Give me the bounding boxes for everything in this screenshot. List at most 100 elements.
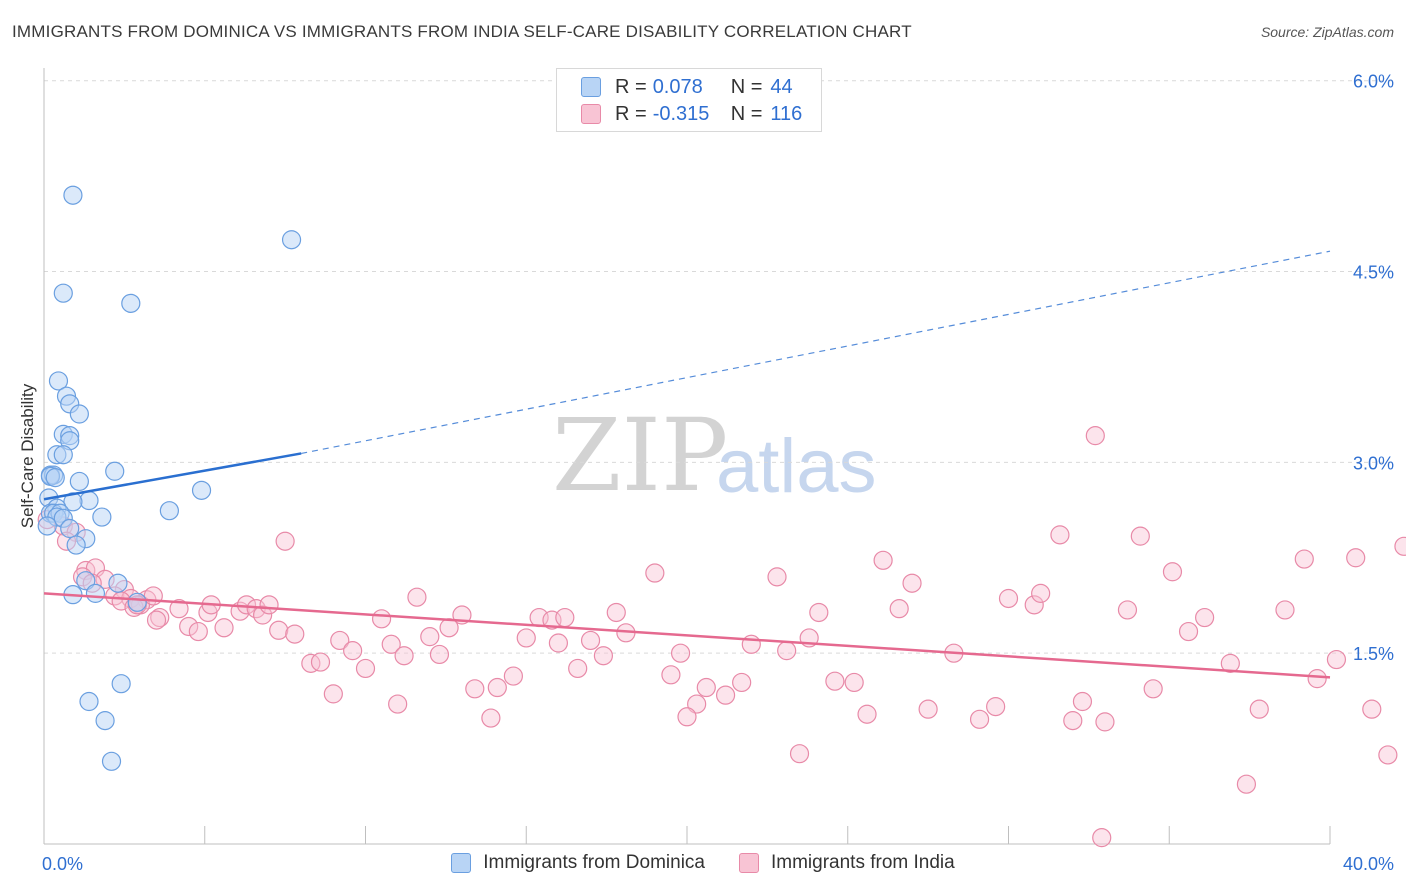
dominica-point (37, 516, 57, 536)
india-point (645, 563, 665, 583)
india-point (481, 708, 501, 728)
india-points (37, 426, 1406, 848)
india-point (568, 658, 588, 679)
india-point (394, 646, 414, 666)
india-point (169, 599, 189, 619)
watermark-atlas: atlas (716, 424, 877, 509)
india-point (330, 630, 350, 651)
dominica-point (92, 507, 112, 527)
dominica-point (101, 751, 122, 771)
tick-labels: 1.5% 3.0% 4.5% 6.0% 0.0% 40.0% (42, 72, 1394, 874)
india-point (465, 679, 485, 699)
india-point (969, 709, 990, 729)
legend-label-dominica: Immigrants from Dominica (483, 852, 705, 873)
india-point (381, 634, 401, 654)
india-point (1346, 548, 1366, 568)
india-point (355, 658, 376, 679)
dominica-swatch (581, 77, 601, 97)
source-label: Source: ZipAtlas.com (1260, 24, 1394, 40)
india-point (873, 550, 893, 570)
india-point (179, 616, 199, 637)
india-point (1072, 691, 1093, 712)
india-point (857, 704, 877, 724)
n-value-india: 116 (770, 102, 803, 125)
watermark: ZIP atlas (552, 397, 877, 514)
india-point (1117, 600, 1138, 620)
india-point (301, 653, 321, 673)
dominica-point (69, 404, 89, 424)
india-point (407, 587, 427, 607)
x-tick-label-min: 0.0% (42, 854, 83, 874)
india-point (670, 643, 691, 663)
dominica-legend-swatch (451, 853, 472, 873)
dominica-trendline-extension (301, 250, 1331, 455)
india-point (687, 694, 707, 714)
india-point (998, 588, 1019, 609)
india-point (902, 573, 922, 593)
dominica-point (111, 674, 131, 694)
india-point (1307, 669, 1327, 689)
watermark-zip: ZIP (552, 397, 728, 514)
india-point (555, 607, 575, 628)
india-point (253, 605, 273, 625)
india-point (661, 665, 681, 685)
dominica-point (45, 468, 65, 488)
india-point (767, 567, 787, 587)
india-swatch (581, 104, 601, 124)
dominica-point (79, 490, 99, 511)
india-point (986, 697, 1006, 717)
india-point (844, 672, 864, 693)
dominica-point (79, 691, 99, 712)
correlation-legend: R = 0.078 N = 44 R = -0.315 N = 116 (556, 68, 822, 132)
india-point (1195, 607, 1215, 628)
india-point (1394, 536, 1406, 556)
india-point (146, 610, 167, 630)
x-tick-label-max: 40.0% (1343, 854, 1394, 874)
dominica-trendline (43, 452, 302, 501)
r-value-dominica: 0.078 (652, 75, 703, 98)
r-value-india: -0.315 (652, 102, 710, 125)
dominica-point (48, 371, 69, 391)
r-label: R = (615, 102, 647, 125)
india-point (825, 671, 845, 691)
india-point (1236, 774, 1257, 794)
india-point (371, 609, 392, 629)
n-label: N = (730, 75, 763, 98)
legend-item-dominica[interactable]: Immigrants from Dominica (451, 852, 705, 874)
n-label: N = (730, 102, 763, 125)
r-label: R = (615, 75, 647, 98)
india-point (777, 641, 797, 661)
india-point (429, 644, 450, 665)
n-value-dominica: 44 (770, 75, 793, 98)
legend-row-dominica: R = 0.078 N = 44 (581, 75, 793, 99)
legend-item-india[interactable]: Immigrants from India (738, 852, 955, 874)
india-point (259, 595, 279, 615)
dominica-point (159, 501, 179, 521)
dominica-point (66, 535, 86, 555)
chart-title: IMMIGRANTS FROM DOMINICA VS IMMIGRANTS F… (12, 22, 912, 41)
india-point (1085, 426, 1105, 446)
y-tick-label: 6.0% (1353, 72, 1394, 92)
dominica-point (105, 461, 125, 481)
india-point (809, 602, 829, 623)
india-point (516, 628, 536, 648)
india-point (150, 607, 170, 628)
india-point (1031, 583, 1051, 603)
y-tick-label: 4.5% (1353, 263, 1394, 283)
dominica-point (76, 571, 96, 591)
india-point (580, 630, 601, 651)
dominica-point (121, 293, 141, 313)
india-point (789, 744, 810, 764)
india-point (1130, 526, 1150, 546)
india-point (1326, 649, 1347, 670)
india-point (1162, 562, 1183, 582)
dominica-point (53, 283, 73, 303)
india-point (310, 652, 331, 672)
dominica-point (69, 471, 89, 492)
dominica-point (95, 711, 115, 731)
y-tick-label: 1.5% (1353, 644, 1394, 664)
india-point (918, 699, 938, 719)
india-point (1143, 679, 1163, 699)
india-point (548, 633, 569, 653)
legend-row-india: R = -0.315 N = 116 (581, 102, 802, 126)
